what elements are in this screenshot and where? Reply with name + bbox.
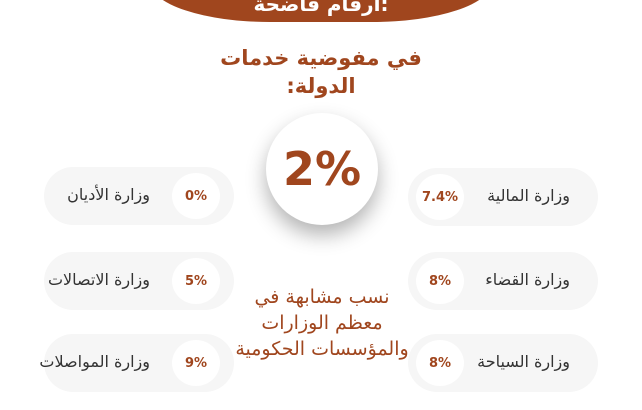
stat-pill: وزارة المالية 7.4% (408, 168, 598, 226)
ministry-value: 7.4% (416, 174, 464, 220)
ministry-value: 8% (416, 340, 464, 386)
stat-pill: وزارة الأديان 0% (44, 167, 234, 225)
ministry-label: وزارة الاتصالات (47, 270, 150, 289)
ministry-value: 5% (172, 258, 220, 304)
center-percentage: 2% (266, 113, 378, 225)
ministry-label: وزارة السياحة (477, 352, 570, 371)
ministry-label: وزارة المواصلات (39, 352, 150, 371)
stat-pill: وزارة المواصلات 9% (39, 334, 234, 392)
stat-pill: وزارة السياحة 8% (408, 334, 598, 392)
stat-pill: وزارة القضاء 8% (408, 252, 598, 310)
banner-title: أرقام فاضحة: (253, 0, 389, 16)
ministry-value: 8% (416, 258, 464, 304)
stat-pill: وزارة الاتصالات 5% (44, 252, 234, 310)
subtitle: في مفوضية خدمات الدولة: (220, 46, 422, 98)
ministry-label: وزارة المالية (487, 186, 570, 205)
header-banner: أرقام فاضحة: (150, 0, 492, 22)
ministry-value: 0% (172, 173, 220, 219)
ministry-value: 9% (172, 340, 220, 386)
ministry-label: وزارة القضاء (485, 270, 570, 289)
footnote: نسب مشابهة في معظم الوزارات والمؤسسات ال… (235, 286, 409, 360)
ministry-label: وزارة الأديان (67, 185, 150, 204)
